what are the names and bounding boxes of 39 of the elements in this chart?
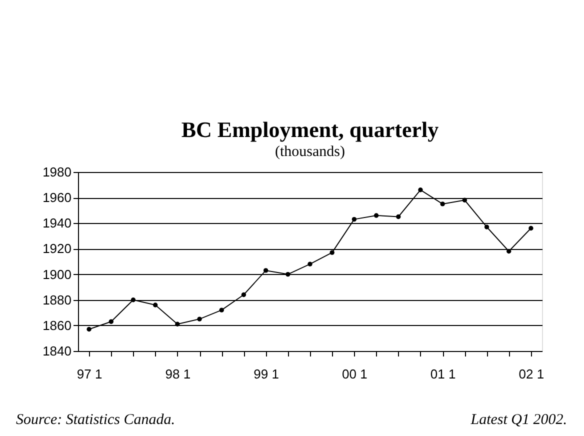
point	[263, 268, 268, 273]
y-tick-label: 1900	[42, 266, 72, 282]
point	[241, 292, 246, 298]
x-tick-label: 02 1	[518, 366, 544, 382]
point	[286, 272, 290, 277]
x-tick-label: 97 1	[76, 366, 102, 382]
point	[219, 308, 224, 312]
y-tick-label: 1940	[42, 216, 72, 231]
y-tick-label: 1920	[42, 241, 72, 256]
point	[197, 316, 202, 322]
point	[330, 250, 334, 255]
x-tick-label: 01 1	[430, 366, 456, 382]
x-tick-label: 98 1	[165, 366, 191, 382]
point	[86, 326, 92, 332]
point	[152, 302, 158, 308]
chart-title: BC Employment, quarterly	[181, 117, 439, 142]
point	[528, 226, 534, 231]
text: Latest Q1 2002.	[470, 412, 567, 428]
point	[108, 319, 114, 324]
y-tick-label: 1840	[42, 344, 72, 358]
point	[396, 214, 401, 220]
chart-subtitle: (thousands)	[275, 144, 345, 160]
y-tick-label: 1860	[42, 318, 72, 333]
y-tick-label: 1880	[42, 292, 72, 308]
point	[484, 224, 490, 230]
point	[175, 322, 180, 326]
point	[506, 248, 512, 254]
point	[308, 262, 312, 266]
point	[374, 213, 379, 218]
y-tick-label: 1980	[42, 164, 72, 180]
point	[130, 298, 136, 302]
y-tick-label: 1960	[42, 190, 72, 206]
point	[352, 216, 357, 222]
point	[440, 202, 445, 206]
x-tick-label: 00 1	[342, 366, 368, 382]
x-tick-label: 99 1	[254, 366, 279, 382]
point	[418, 188, 423, 192]
point	[462, 198, 468, 202]
source-note: Source: Statistics Canada.	[16, 412, 176, 428]
